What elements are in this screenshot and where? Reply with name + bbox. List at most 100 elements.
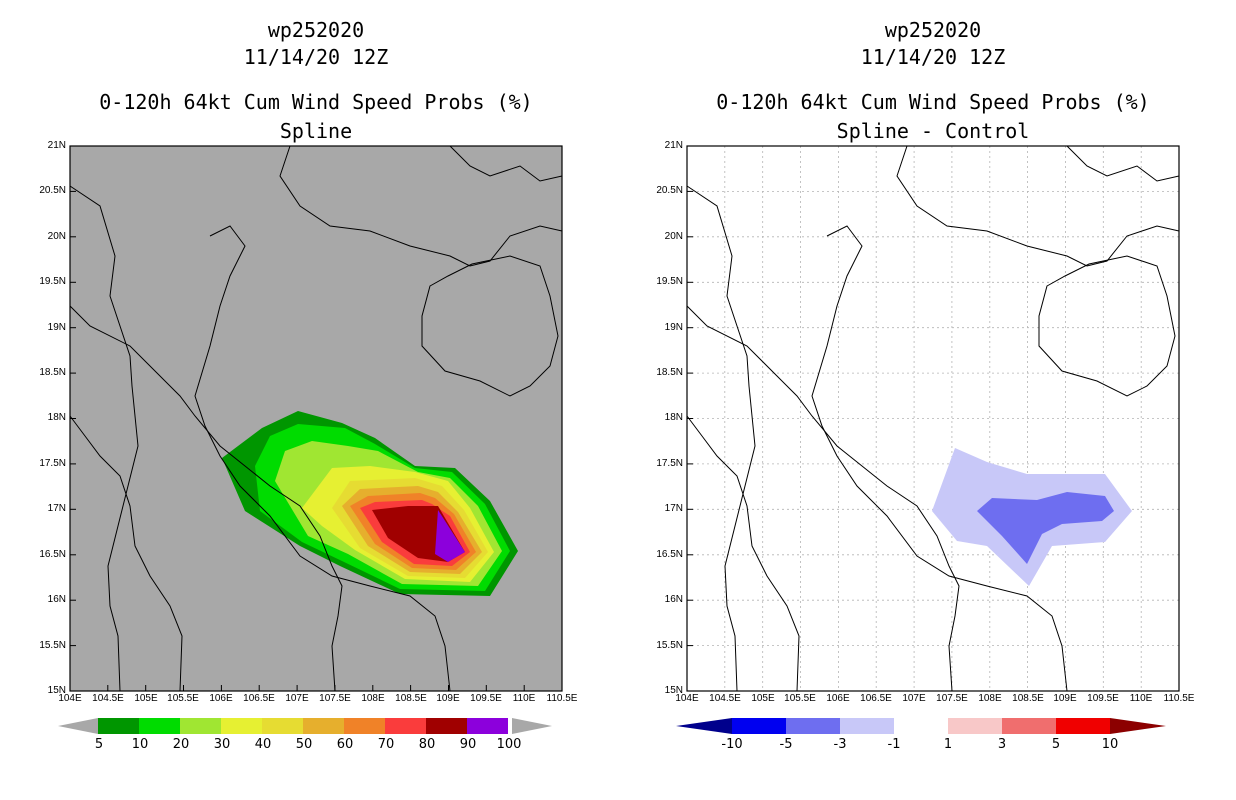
lat-label: 20.5N xyxy=(39,185,66,196)
colorbar-swatch xyxy=(180,718,221,734)
colorbar-swatch xyxy=(732,718,786,734)
colorbar-label: 50 xyxy=(295,737,313,752)
colorbar-label: 60 xyxy=(336,737,354,752)
left-map-frame xyxy=(69,145,563,692)
lat-label: 19N xyxy=(47,322,66,333)
lat-label: 19.5N xyxy=(656,276,683,287)
contour-90 xyxy=(435,510,465,562)
left-map xyxy=(69,145,563,692)
lat-label: 16N xyxy=(664,594,683,605)
left-lon-ticks xyxy=(107,685,525,691)
colorbar-label: 10 xyxy=(131,737,149,752)
colorbar-label: -1 xyxy=(887,737,901,752)
lon-label: 107E xyxy=(285,693,309,704)
colorbar-swatch xyxy=(1002,718,1056,734)
colorbar-swatch xyxy=(786,718,840,734)
colorbar-swatch xyxy=(221,718,262,734)
colorbar-label: 3 xyxy=(997,737,1007,752)
lat-label: 15N xyxy=(664,685,683,696)
colorbar-label: 1 xyxy=(943,737,953,752)
lat-label: 18.5N xyxy=(656,367,683,378)
lon-label: 104E xyxy=(675,693,699,704)
left-subtitle: Spline xyxy=(279,119,353,143)
contour-minus-3 xyxy=(977,492,1114,564)
right-product-title: 0-120h 64kt Cum Wind Speed Probs (%) xyxy=(716,90,1150,114)
colorbar-swatch xyxy=(894,718,948,734)
lon-label: 107.5E xyxy=(936,693,968,704)
lon-label: 109E xyxy=(1053,693,1077,704)
colorbar-label: 30 xyxy=(213,737,231,752)
lat-label: 20N xyxy=(664,231,683,242)
colorbar-label: -10 xyxy=(721,737,743,752)
left-coastlines xyxy=(69,145,563,692)
right-difference-contours xyxy=(932,448,1132,586)
lon-label: 106E xyxy=(209,693,233,704)
lat-label: 16.5N xyxy=(39,549,66,560)
lon-label: 105.5E xyxy=(784,693,816,704)
right-map-frame xyxy=(686,145,1180,692)
colorbar-swatch xyxy=(948,718,1002,734)
lat-label: 21N xyxy=(47,140,66,151)
lon-label: 107E xyxy=(902,693,926,704)
lat-label: 15.5N xyxy=(39,640,66,651)
colorbar-arrow-high xyxy=(1110,718,1166,734)
colorbar-swatch xyxy=(840,718,894,734)
colorbar-swatch xyxy=(426,718,467,734)
lon-label: 110.5E xyxy=(546,693,578,704)
right-subtitle: Spline - Control xyxy=(836,119,1030,143)
lat-label: 16N xyxy=(47,594,66,605)
lat-label: 15N xyxy=(47,685,66,696)
lat-label: 19.5N xyxy=(39,276,66,287)
lat-label: 17N xyxy=(664,503,683,514)
colorbar-swatch xyxy=(385,718,426,734)
lon-label: 106.5E xyxy=(243,693,275,704)
left-datetime: 11/14/20 12Z xyxy=(243,45,389,69)
lon-label: 108.5E xyxy=(1012,693,1044,704)
lon-label: 108E xyxy=(361,693,385,704)
lon-label: 108.5E xyxy=(395,693,427,704)
lat-label: 18.5N xyxy=(39,367,66,378)
lat-label: 17.5N xyxy=(656,458,683,469)
lon-label: 106E xyxy=(826,693,850,704)
colorbar-swatch xyxy=(139,718,180,734)
lon-label: 107.5E xyxy=(319,693,351,704)
right-map xyxy=(686,145,1180,692)
colorbar-swatch xyxy=(262,718,303,734)
lon-label: 110.5E xyxy=(1163,693,1195,704)
colorbar-swatch xyxy=(1056,718,1110,734)
lon-label: 105E xyxy=(751,693,775,704)
colorbar-swatch xyxy=(98,718,139,734)
lon-label: 109.5E xyxy=(470,693,502,704)
lon-label: 105E xyxy=(134,693,158,704)
colorbar-label: 20 xyxy=(172,737,190,752)
right-storm-id: wp252020 xyxy=(884,18,982,42)
colorbar-swatch xyxy=(467,718,508,734)
lat-label: 15.5N xyxy=(656,640,683,651)
colorbar-label: 90 xyxy=(459,737,477,752)
colorbar-label: -3 xyxy=(833,737,847,752)
colorbar-label: 80 xyxy=(418,737,436,752)
colorbar-label: -5 xyxy=(779,737,793,752)
lat-label: 17N xyxy=(47,503,66,514)
left-lat-ticks xyxy=(70,145,76,647)
left-storm-id: wp252020 xyxy=(267,18,365,42)
lat-label: 21N xyxy=(664,140,683,151)
right-datetime: 11/14/20 12Z xyxy=(860,45,1006,69)
lon-label: 104.5E xyxy=(709,693,741,704)
colorbar-label: 10 xyxy=(1101,737,1119,752)
lat-label: 20.5N xyxy=(656,185,683,196)
colorbar-arrow-low xyxy=(58,718,98,734)
lat-label: 20N xyxy=(47,231,66,242)
right-colorbar xyxy=(676,718,1166,734)
lon-label: 104.5E xyxy=(92,693,124,704)
left-product-title: 0-120h 64kt Cum Wind Speed Probs (%) xyxy=(99,90,533,114)
lon-label: 110E xyxy=(512,693,536,704)
lon-label: 104E xyxy=(58,693,82,704)
colorbar-label: 70 xyxy=(377,737,395,752)
lat-label: 17.5N xyxy=(39,458,66,469)
lon-label: 109.5E xyxy=(1087,693,1119,704)
lon-label: 106.5E xyxy=(860,693,892,704)
lon-label: 110E xyxy=(1129,693,1153,704)
colorbar-label: 40 xyxy=(254,737,272,752)
colorbar-label: 5 xyxy=(94,737,104,752)
